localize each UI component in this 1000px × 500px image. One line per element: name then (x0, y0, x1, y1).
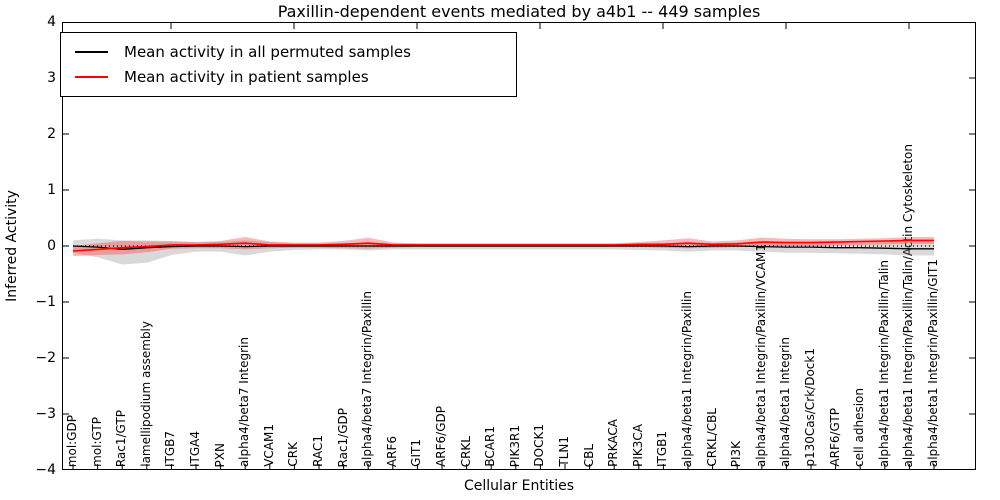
patient-line-swatch (75, 75, 108, 78)
y-tick-label: −1 (35, 294, 56, 310)
y-tick-label: 4 (47, 14, 56, 30)
permuted-line-swatch (75, 51, 108, 54)
permuted-mean-line (72, 245, 934, 251)
y-tick-label: 0 (47, 238, 56, 254)
y-tick-label: 3 (47, 70, 56, 86)
x-axis-label: Cellular Entities (463, 478, 575, 494)
legend: Mean activity in all permuted samples Me… (60, 32, 517, 97)
patient-mean-line (72, 239, 934, 252)
y-tick-label: −2 (35, 350, 56, 366)
legend-label: Mean activity in patient samples (124, 67, 369, 86)
legend-item-permuted: Mean activity in all permuted samples (75, 43, 516, 61)
y-tick-label: 1 (47, 182, 56, 198)
y-tick-label: 2 (47, 126, 56, 142)
y-tick-label: −4 (35, 462, 56, 478)
chart-canvas (62, 22, 976, 470)
axes-spines (62, 22, 976, 470)
chart-title: Paxillin-dependent events mediated by a4… (277, 2, 761, 21)
legend-item-patient: Mean activity in patient samples (75, 68, 516, 86)
y-tick-label: −3 (35, 406, 56, 422)
legend-label: Mean activity in all permuted samples (124, 43, 411, 62)
